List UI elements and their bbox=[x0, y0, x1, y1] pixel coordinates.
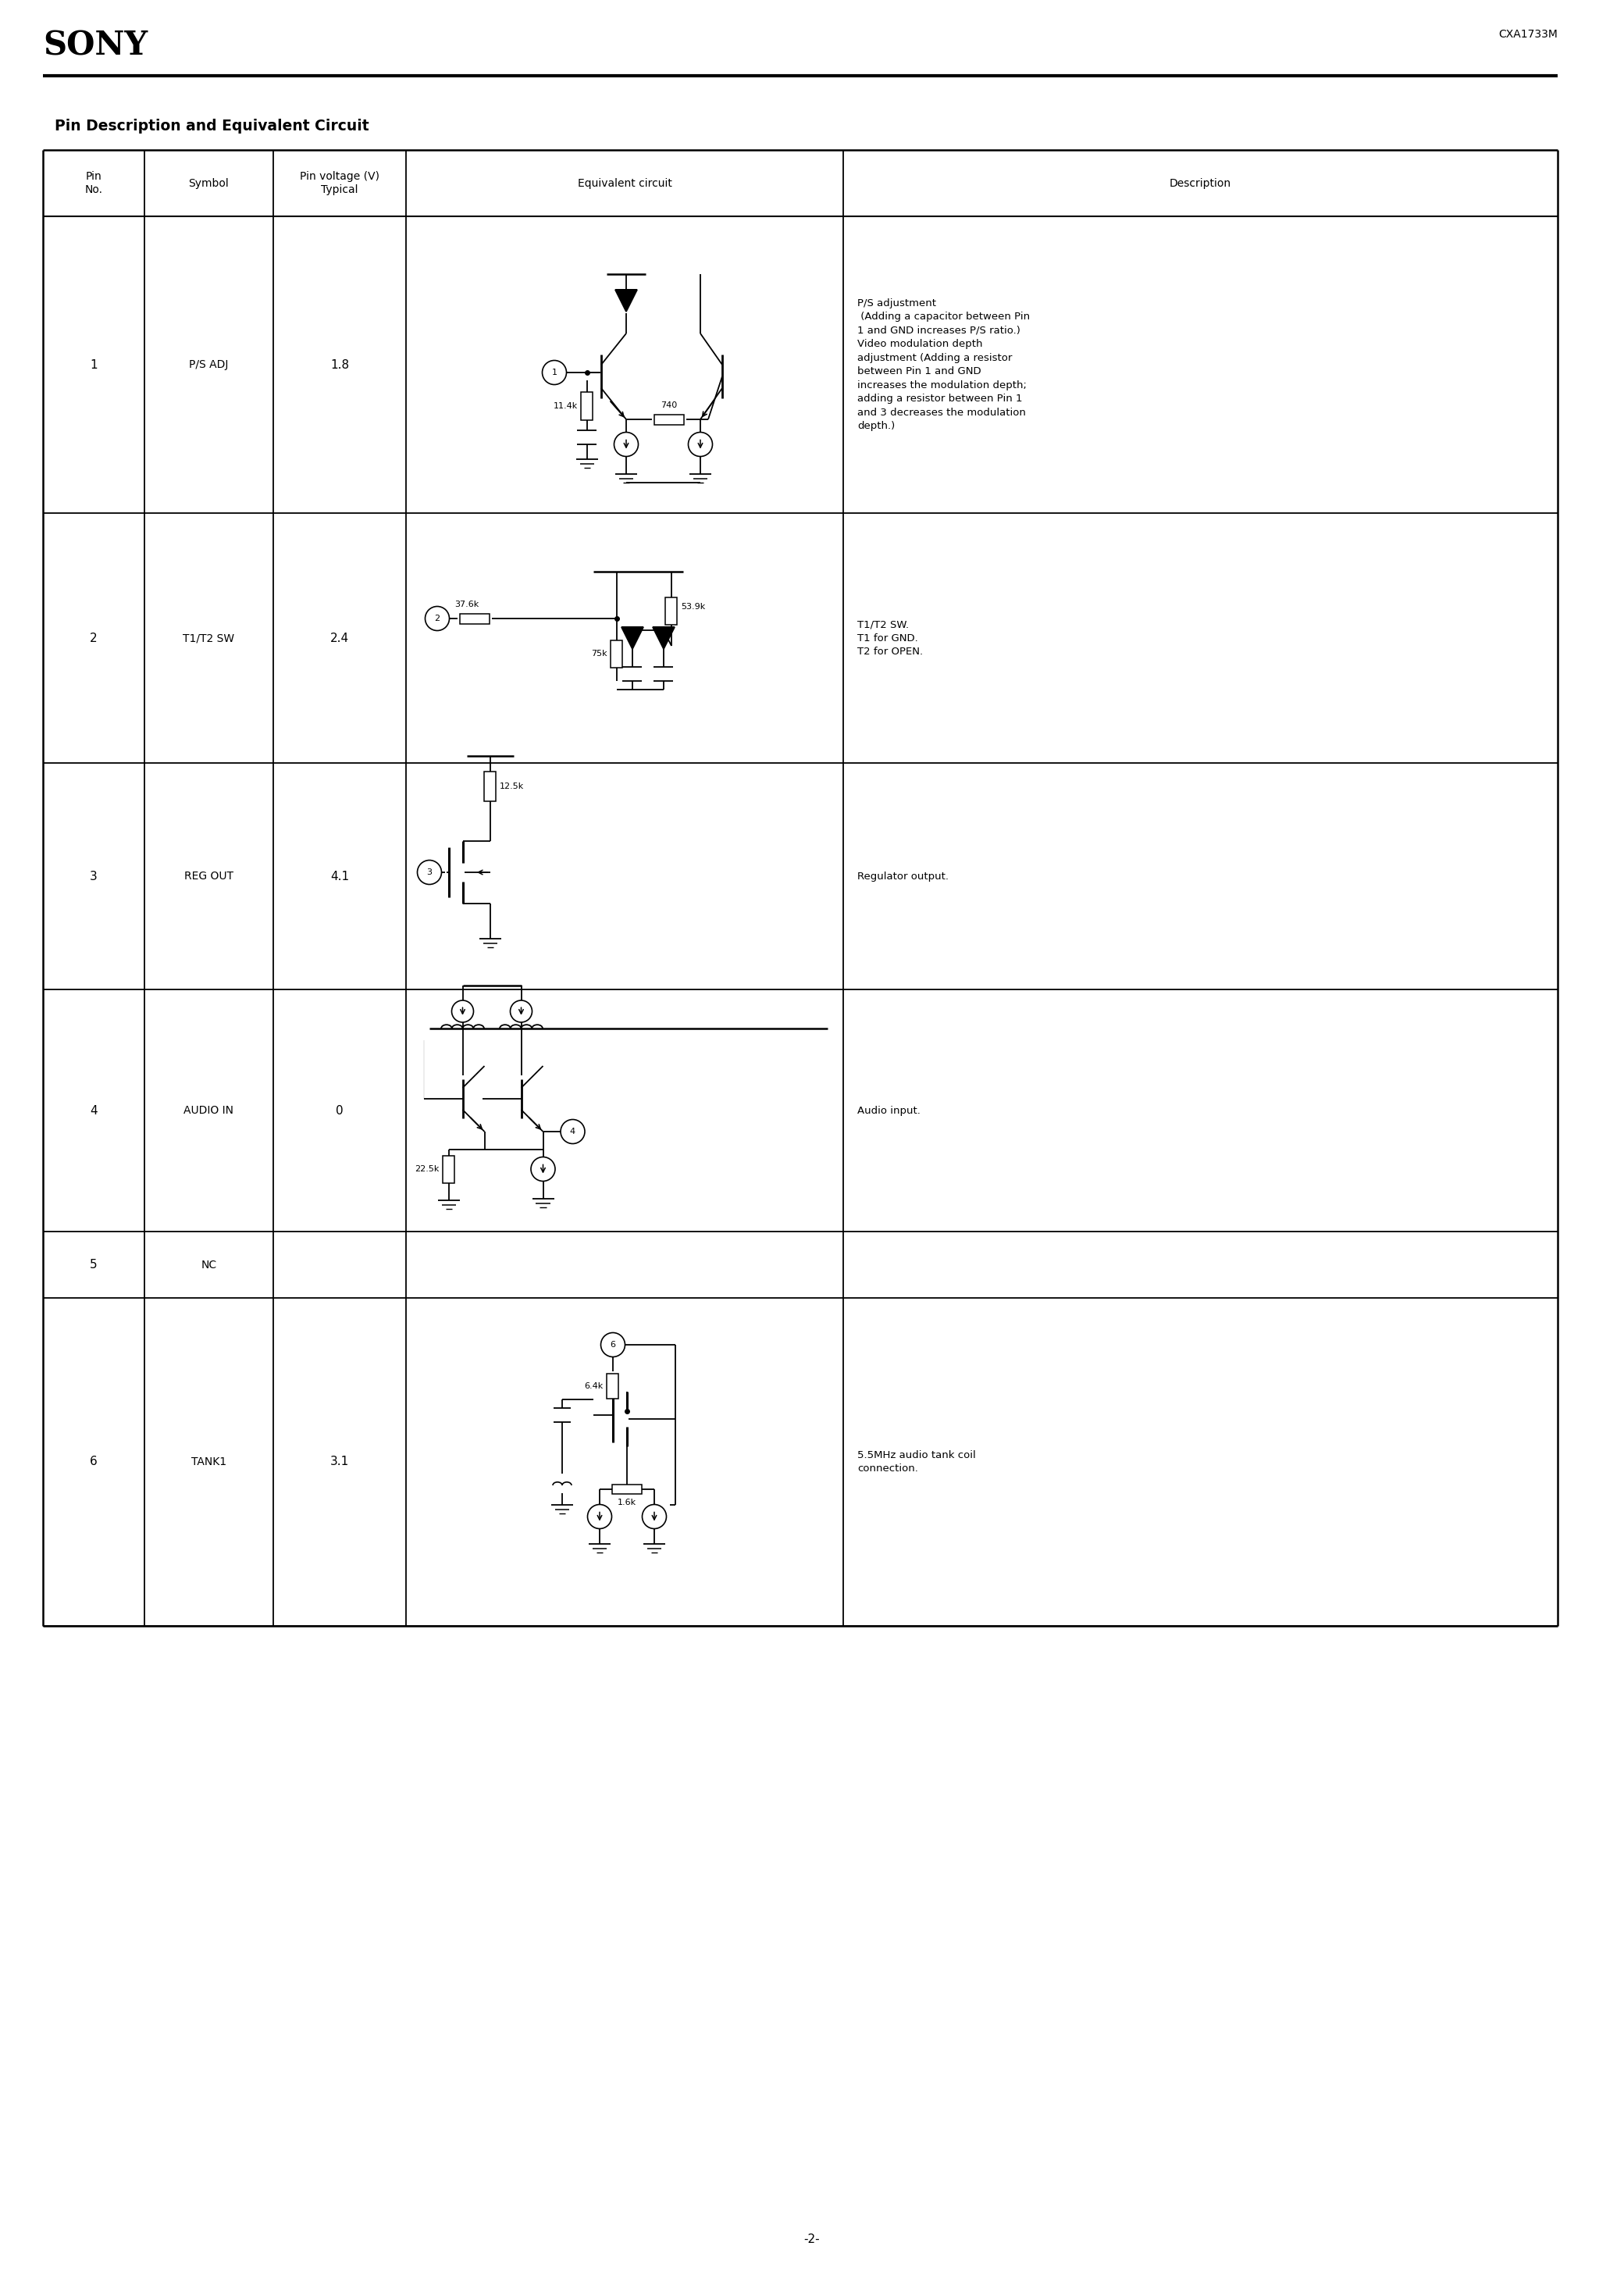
Text: CXA1733M: CXA1733M bbox=[1499, 30, 1557, 39]
Text: -2-: -2- bbox=[804, 2232, 820, 2244]
Polygon shape bbox=[653, 626, 674, 649]
Text: 3.1: 3.1 bbox=[330, 1456, 349, 1467]
Text: Regulator output.: Regulator output. bbox=[857, 870, 948, 882]
Text: 5: 5 bbox=[89, 1260, 97, 1271]
Text: 37.6k: 37.6k bbox=[455, 601, 479, 608]
Text: 4: 4 bbox=[89, 1105, 97, 1116]
Text: 6: 6 bbox=[611, 1342, 615, 1349]
Text: 2: 2 bbox=[435, 615, 440, 622]
Bar bbox=[460, 613, 489, 624]
Polygon shape bbox=[622, 626, 643, 649]
Text: 22.5k: 22.5k bbox=[416, 1164, 440, 1173]
Bar bbox=[654, 415, 684, 424]
Text: 1.6k: 1.6k bbox=[617, 1499, 637, 1506]
Bar bbox=[607, 1374, 619, 1399]
Bar bbox=[484, 772, 497, 802]
Bar bbox=[611, 640, 622, 667]
Text: 2.4: 2.4 bbox=[330, 633, 349, 645]
Text: 75k: 75k bbox=[591, 649, 607, 658]
Text: Symbol: Symbol bbox=[188, 178, 229, 189]
Text: T1/T2 SW.
T1 for GND.
T2 for OPEN.: T1/T2 SW. T1 for GND. T2 for OPEN. bbox=[857, 620, 922, 656]
Text: 1: 1 bbox=[89, 360, 97, 371]
Text: Pin
No.: Pin No. bbox=[84, 171, 102, 196]
Text: P/S adjustment
 (Adding a capacitor between Pin
1 and GND increases P/S ratio.)
: P/S adjustment (Adding a capacitor betwe… bbox=[857, 298, 1030, 431]
Bar bbox=[581, 392, 593, 419]
Bar bbox=[612, 1485, 641, 1494]
Text: 740: 740 bbox=[661, 401, 677, 410]
Text: 5.5MHz audio tank coil
connection.: 5.5MHz audio tank coil connection. bbox=[857, 1451, 976, 1474]
Text: 4: 4 bbox=[570, 1128, 575, 1134]
Text: 6.4k: 6.4k bbox=[585, 1383, 604, 1390]
Text: Equivalent circuit: Equivalent circuit bbox=[578, 178, 672, 189]
Text: TANK1: TANK1 bbox=[192, 1456, 226, 1467]
Text: Audio input.: Audio input. bbox=[857, 1105, 921, 1116]
Text: REG OUT: REG OUT bbox=[184, 870, 234, 882]
Text: Pin voltage (V)
Typical: Pin voltage (V) Typical bbox=[300, 171, 380, 196]
Text: NC: NC bbox=[201, 1260, 216, 1271]
Text: T1/T2 SW: T1/T2 SW bbox=[184, 633, 235, 642]
Text: 1: 1 bbox=[552, 369, 557, 376]
Text: 6: 6 bbox=[89, 1456, 97, 1467]
Text: 53.9k: 53.9k bbox=[680, 604, 705, 611]
Text: 2: 2 bbox=[89, 633, 97, 645]
Text: 1.8: 1.8 bbox=[330, 360, 349, 371]
Polygon shape bbox=[615, 289, 637, 312]
Text: Description: Description bbox=[1169, 178, 1231, 189]
Text: 4.1: 4.1 bbox=[330, 870, 349, 882]
Text: AUDIO IN: AUDIO IN bbox=[184, 1105, 234, 1116]
Text: 11.4k: 11.4k bbox=[554, 403, 578, 410]
Bar bbox=[666, 597, 677, 624]
Text: SONY: SONY bbox=[42, 30, 148, 62]
Text: 3: 3 bbox=[89, 870, 97, 882]
Bar bbox=[443, 1155, 455, 1182]
Text: Pin Description and Equivalent Circuit: Pin Description and Equivalent Circuit bbox=[55, 118, 369, 134]
Text: 12.5k: 12.5k bbox=[500, 784, 525, 790]
Text: 0: 0 bbox=[336, 1105, 343, 1116]
Text: P/S ADJ: P/S ADJ bbox=[188, 360, 229, 369]
Text: 3: 3 bbox=[427, 868, 432, 877]
